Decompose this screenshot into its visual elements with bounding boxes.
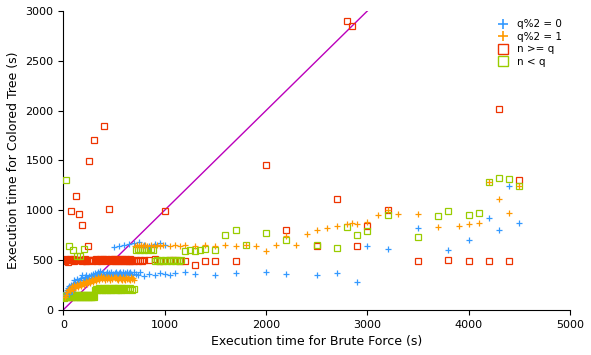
Legend: q%2 = 0, q%2 = 1, n >= q, n < q: q%2 = 0, q%2 = 1, n >= q, n < q bbox=[489, 16, 565, 70]
Y-axis label: Execution time for Colored Tree (s): Execution time for Colored Tree (s) bbox=[7, 51, 20, 269]
X-axis label: Execution time for Brute Force (s): Execution time for Brute Force (s) bbox=[211, 335, 423, 348]
